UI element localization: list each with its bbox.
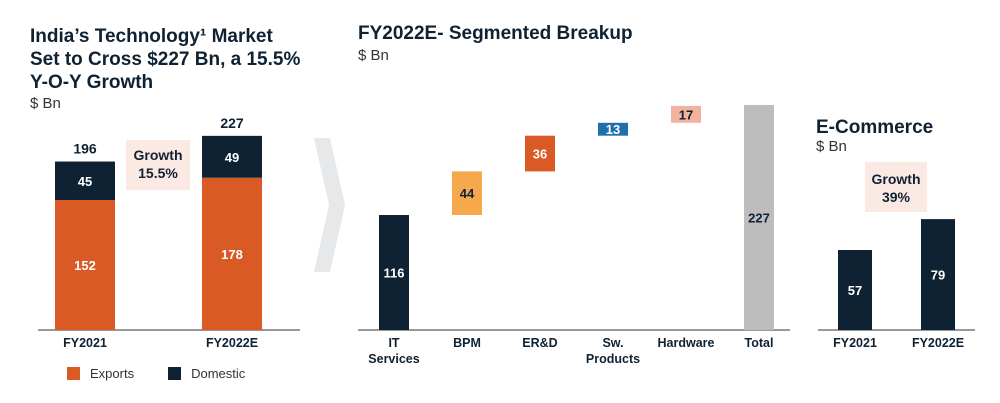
left-growth-value: 15.5% (138, 165, 178, 181)
left-chart-title-line2: Set to Cross $227 Bn, a 15.5% (30, 49, 301, 70)
data-label-domestic-fy2021: 45 (78, 174, 92, 189)
data-label-total: 227 (748, 210, 770, 225)
ecommerce-data-label-fy2021: 57 (848, 283, 862, 298)
data-label-er-d: 36 (533, 147, 547, 162)
legend-label-domestic: Domestic (191, 366, 246, 381)
x-tick-sw-products-line2: Products (586, 352, 640, 366)
ecommerce-bar-fy2022e (921, 219, 955, 330)
x-tick-it-services-line1: IT (388, 336, 399, 350)
data-label-it-services: 116 (384, 266, 405, 281)
right-chart-title: E-Commerce (816, 117, 934, 138)
ecommerce-x-tick-fy2021: FY2021 (833, 336, 877, 350)
legend-label-exports: Exports (90, 366, 135, 381)
data-label-sw-products: 13 (606, 122, 620, 137)
bar-it-services (379, 215, 409, 330)
bar-bpm (452, 171, 482, 215)
left-chart-title-line3: Y-O-Y Growth (30, 72, 154, 93)
ecommerce-bar-fy2021 (838, 250, 872, 330)
data-label-bpm: 44 (460, 186, 475, 201)
bar-hardware (671, 105, 701, 123)
data-label-exports-fy2022e: 178 (221, 247, 243, 262)
right-growth-box: Growth 39% (865, 162, 927, 212)
left-chart-unit: $ Bn (30, 95, 61, 112)
x-tick-total: Total (745, 336, 774, 350)
data-label-exports-fy2021: 152 (74, 258, 96, 273)
data-label-domestic-fy2022e: 49 (225, 150, 239, 165)
right-growth-value: 39% (881, 189, 911, 205)
x-tick-bpm: BPM (453, 336, 481, 350)
legend-item-domestic: Domestic (168, 366, 245, 381)
bar-er-d (525, 135, 555, 172)
bar-total (744, 104, 774, 330)
x-tick-it-services-line2: Services (368, 352, 419, 366)
left-growth-box: Growth 15.5% (126, 140, 190, 190)
left-growth-label: Growth (133, 147, 183, 163)
total-label-fy2021: 196 (73, 141, 97, 157)
middle-chart-unit: $ Bn (358, 47, 389, 64)
panel-separator-chevron (314, 138, 345, 272)
bar-domestic-fy2022e (202, 135, 262, 178)
legend-swatch-exports (67, 367, 80, 380)
x-tick-hardware: Hardware (658, 336, 715, 350)
right-chart-unit: $ Bn (816, 138, 847, 155)
legend-item-exports: Exports (67, 366, 134, 381)
left-chart-title-line1: India’s Technology¹ Market (30, 26, 273, 47)
legend-swatch-domestic (168, 367, 182, 380)
left-chart-legend: Exports Domestic (67, 366, 245, 381)
middle-chart-title: FY2022E- Segmented Breakup (358, 23, 633, 44)
bar-sw-products (598, 122, 628, 136)
bar-domestic-fy2021 (55, 161, 115, 200)
data-label-hardware: 17 (679, 107, 693, 122)
x-tick-sw-products-line1: Sw. (602, 336, 623, 350)
ecommerce-data-label-fy2022e: 79 (931, 268, 945, 283)
x-tick-er-d: ER&D (522, 336, 557, 350)
total-label-fy2022e: 227 (220, 115, 244, 131)
ecommerce-x-tick-fy2022e: FY2022E (912, 336, 964, 350)
x-tick-fy2022e: FY2022E (206, 336, 258, 350)
bar-exports-fy2022e (202, 177, 262, 330)
x-tick-fy2021: FY2021 (63, 336, 107, 350)
bar-exports-fy2021 (55, 200, 115, 330)
left-chart-title: India’s Technology¹ Market Set to Cross … (30, 25, 330, 94)
right-growth-label: Growth (871, 171, 921, 187)
